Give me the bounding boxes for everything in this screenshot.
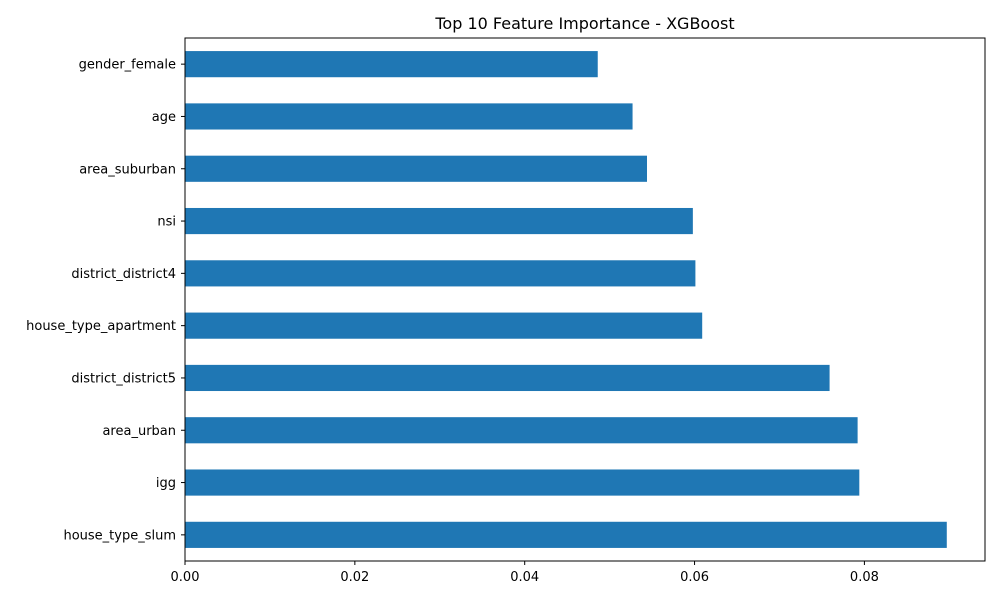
bar-area_suburban xyxy=(185,155,647,182)
bar-district_district5 xyxy=(185,364,830,392)
bar-district_district4 xyxy=(185,260,696,287)
bar-area_urban xyxy=(185,417,858,444)
y-tick-label: house_type_apartment xyxy=(26,319,176,334)
y-tick-label: area_urban xyxy=(102,424,176,439)
bar-nsi xyxy=(185,207,693,235)
x-tick-label: 0.08 xyxy=(850,570,879,585)
x-tick-label: 0.04 xyxy=(510,570,539,585)
bar-age xyxy=(185,103,633,130)
y-tick-label: area_suburban xyxy=(79,162,176,177)
y-tick-label: nsi xyxy=(157,215,176,230)
y-tick-label: age xyxy=(152,110,176,125)
x-tick-label: 0.06 xyxy=(680,570,709,585)
x-axis-ticks: 0.00 0.02 0.04 0.06 0.08 xyxy=(171,561,879,585)
bar-house_type_apartment xyxy=(185,312,703,339)
chart-title: Top 10 Feature Importance - XGBoost xyxy=(434,14,734,33)
x-tick-label: 0.00 xyxy=(171,570,200,585)
bar-igg xyxy=(185,469,860,496)
plot-frame xyxy=(184,37,986,562)
y-tick-label: house_type_slum xyxy=(63,528,176,543)
bars-group xyxy=(185,51,947,548)
y-tick-label: igg xyxy=(156,476,176,491)
bar-house_type_slum xyxy=(185,521,947,548)
y-tick-label: district_district5 xyxy=(71,371,176,386)
x-tick-label: 0.02 xyxy=(340,570,369,585)
bar-gender_female xyxy=(185,51,598,78)
y-tick-label: district_district4 xyxy=(71,267,176,282)
y-tick-label: gender_female xyxy=(79,58,176,73)
